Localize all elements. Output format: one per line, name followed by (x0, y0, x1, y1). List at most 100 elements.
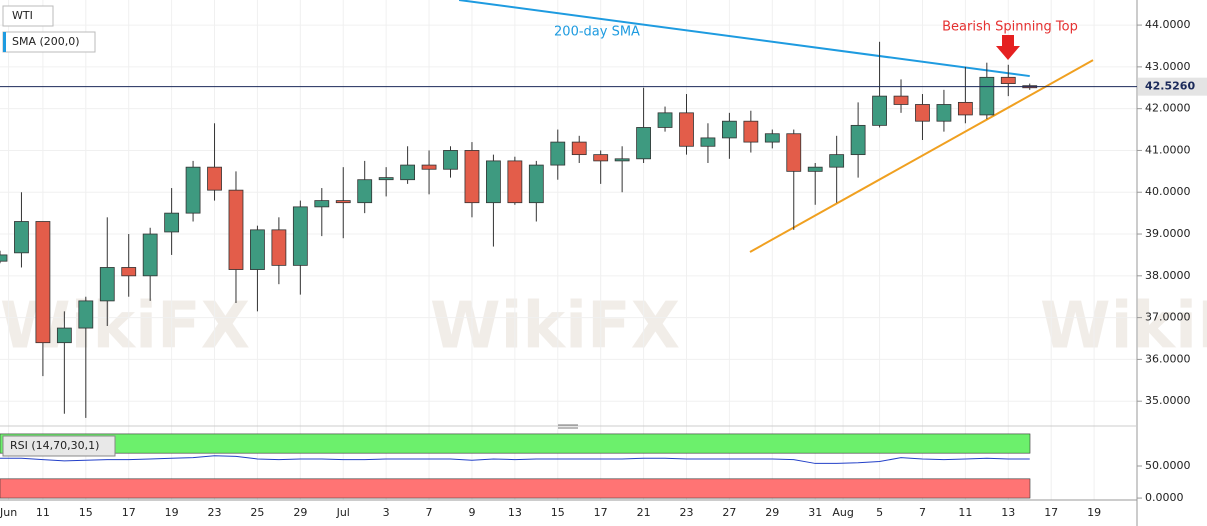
rsi-line (0, 455, 1030, 464)
y-tick-label: 43.0000 (1145, 60, 1191, 73)
y-tick-label: 44.0000 (1145, 18, 1191, 31)
x-tick-label: 29 (293, 506, 307, 519)
x-tick-label: 21 (637, 506, 651, 519)
candle-body (99, 267, 115, 302)
x-tick-label: 13 (1001, 506, 1015, 519)
candle-body (443, 150, 458, 170)
legend-entry: SMA (200,0) (12, 35, 80, 48)
candle-body (14, 221, 29, 254)
candle-body (979, 76, 995, 116)
y-tick-label: 37.0000 (1145, 311, 1191, 324)
annotation: 200-day SMA (554, 25, 640, 40)
last-price-label: 42.5260 (1145, 80, 1195, 93)
y-tick-label: 41.0000 (1145, 143, 1191, 156)
x-tick-label: 23 (208, 506, 222, 519)
candle-body (78, 300, 94, 329)
candle-body (400, 164, 416, 181)
sma-line (458, 0, 1030, 78)
x-tick-label: 23 (679, 506, 693, 519)
arrow (996, 35, 1020, 60)
x-tick-label: 11 (958, 506, 972, 519)
x-tick-label: 7 (919, 506, 926, 519)
candle-body (829, 154, 845, 168)
pane-grip (558, 424, 578, 429)
x-tick-label: 25 (250, 506, 264, 519)
candle-body (571, 141, 587, 156)
candle-body (872, 95, 887, 126)
x-tick-label: 3 (383, 506, 390, 519)
candle-body (786, 133, 802, 172)
candle-body (915, 104, 930, 122)
y-tick-label: 0.0000 (1145, 491, 1184, 504)
candle-body (679, 112, 694, 147)
candle-body (185, 166, 201, 214)
candle-body (292, 206, 308, 266)
x-tick-label: 31 (808, 506, 822, 519)
candle-body (764, 133, 780, 143)
candle-body (657, 112, 673, 128)
y-tick-label: 35.0000 (1145, 394, 1191, 407)
candle-body (507, 160, 523, 204)
x-tick-label: 15 (79, 506, 93, 519)
candle-body (936, 104, 952, 122)
candle-body (228, 189, 244, 270)
x-tick-label: 17 (122, 506, 136, 519)
candle-body (378, 177, 394, 181)
candle-body (56, 327, 72, 344)
x-tick-label: 7 (426, 506, 433, 519)
candle-body (121, 267, 137, 277)
x-tick-label: Jun (0, 506, 17, 519)
x-tick-label: 15 (551, 506, 565, 519)
rsi-band (0, 478, 1031, 499)
x-tick-label: 5 (876, 506, 883, 519)
legend-swatch (3, 32, 6, 52)
x-tick-label: Aug (832, 506, 853, 519)
x-tick-label: 19 (165, 506, 179, 519)
annotation: Bearish Spinning Top (942, 20, 1078, 35)
x-tick-label: 29 (765, 506, 779, 519)
candle-body (335, 200, 351, 204)
candle-body (593, 154, 609, 162)
x-tick-label: 13 (508, 506, 522, 519)
y-tick-label: 50.0000 (1145, 459, 1191, 472)
trendline (749, 59, 1094, 253)
rsi-band (0, 433, 1031, 454)
watermark: WikiFX (1040, 290, 1207, 364)
candle-body (271, 229, 287, 266)
x-tick-label: 17 (594, 506, 608, 519)
candle-body (893, 95, 909, 105)
candle-body (636, 127, 651, 160)
candle-body (164, 212, 180, 233)
y-tick-label: 40.0000 (1145, 185, 1191, 198)
candle-body (207, 166, 222, 191)
candle-body (850, 124, 866, 156)
candle-body (464, 150, 480, 204)
candle-body (142, 233, 158, 277)
candle-body (421, 164, 437, 170)
candle-body (314, 200, 330, 208)
legend-box (2, 435, 116, 457)
legend: WTI SMA (200,0) (2, 5, 96, 53)
candle-body (614, 158, 630, 162)
candle-body (743, 120, 759, 143)
x-tick-label: 19 (1087, 506, 1101, 519)
last-price-box (1138, 77, 1207, 96)
x-tick-label: 17 (1044, 506, 1058, 519)
x-tick-label: 9 (468, 506, 475, 519)
y-tick-label: 36.0000 (1145, 352, 1191, 365)
candle-body (1000, 76, 1016, 84)
watermark: WikiFX (430, 290, 680, 364)
legend-box (2, 5, 54, 27)
candle-body (721, 120, 737, 139)
candle-body (528, 164, 544, 204)
legend-title: WTI (12, 9, 33, 22)
candle-body (957, 101, 973, 116)
candle-body (700, 137, 716, 147)
rsi-title: RSI (14,70,30,1) (10, 439, 99, 452)
candle-body (807, 166, 823, 172)
candle-body (35, 221, 51, 344)
y-tick-label: 42.0000 (1145, 102, 1191, 115)
x-tick-label: 11 (36, 506, 50, 519)
candle-body (0, 254, 8, 262)
